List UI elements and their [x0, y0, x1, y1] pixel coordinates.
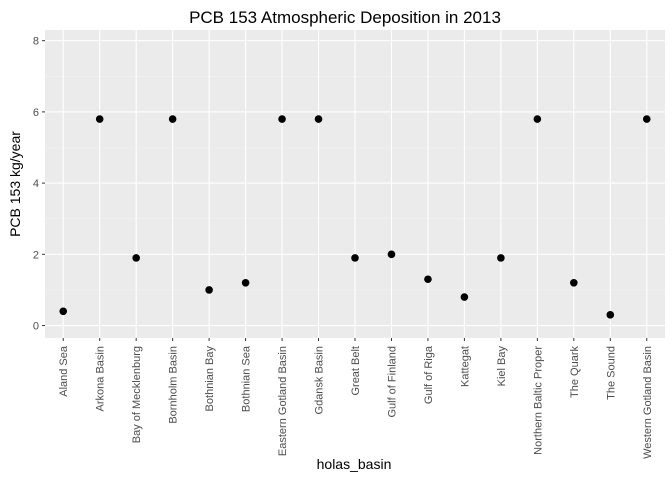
- grid-lines: [45, 30, 665, 338]
- x-tick-label: Bothnian Bay: [204, 346, 216, 412]
- x-tick-label: Aland Sea: [58, 345, 70, 397]
- y-tick-label: 8: [33, 36, 39, 48]
- x-axis: Aland Sea Arkona Basin Bay of Mecklenburg B…: [58, 338, 654, 459]
- y-tick-label: 6: [33, 107, 39, 119]
- x-tick-label: Kattegat: [459, 346, 471, 387]
- data-point: [533, 115, 542, 123]
- x-tick-label: Kiel Bay: [496, 346, 508, 387]
- data-point: [132, 254, 140, 262]
- y-axis-title: PCB 153 kg/year: [7, 131, 23, 237]
- data-point: [168, 115, 177, 123]
- x-tick-label: Northern Baltic Proper: [532, 346, 544, 455]
- x-tick-label: Gulf of Riga: [423, 345, 435, 404]
- y-tick-label: 0: [33, 321, 39, 333]
- data-point: [278, 115, 286, 123]
- y-tick-label: 4: [33, 178, 39, 190]
- x-axis-title: holas_basin: [317, 456, 392, 472]
- x-tick-label: Bothnian Sea: [241, 345, 253, 412]
- data-point: [460, 293, 469, 301]
- data-point: [497, 254, 505, 262]
- data-point: [642, 115, 651, 123]
- data-point: [59, 307, 68, 316]
- data-point: [387, 250, 396, 259]
- data-point: [606, 311, 615, 319]
- x-tick-label: Eastern Gotland Basin: [277, 346, 289, 456]
- x-tick-label: The Quark: [569, 346, 581, 398]
- x-tick-label: Bay of Mecklenburg: [131, 346, 143, 443]
- chart-title: PCB 153 Atmospheric Deposition in 2013: [189, 8, 501, 27]
- x-tick-label: Arkona Basin: [95, 346, 107, 411]
- x-tick-label: Western Gotland Basin: [642, 346, 654, 459]
- x-tick-label: Gdansk Basin: [314, 346, 326, 414]
- data-point: [205, 286, 213, 294]
- data-point: [570, 279, 578, 287]
- data-point: [241, 279, 250, 287]
- x-tick-label: Bornholm Basin: [168, 346, 180, 424]
- y-axis: 0 2 4 6 8: [33, 36, 45, 333]
- data-points: [59, 115, 651, 319]
- data-point: [424, 275, 432, 284]
- data-point: [351, 254, 359, 262]
- x-tick-label: Great Belt: [350, 346, 362, 396]
- data-point: [314, 115, 323, 123]
- data-point: [95, 115, 104, 123]
- y-tick-label: 2: [33, 249, 39, 261]
- x-tick-label: The Sound: [605, 346, 617, 400]
- x-tick-label: Gulf of Finland: [386, 346, 398, 418]
